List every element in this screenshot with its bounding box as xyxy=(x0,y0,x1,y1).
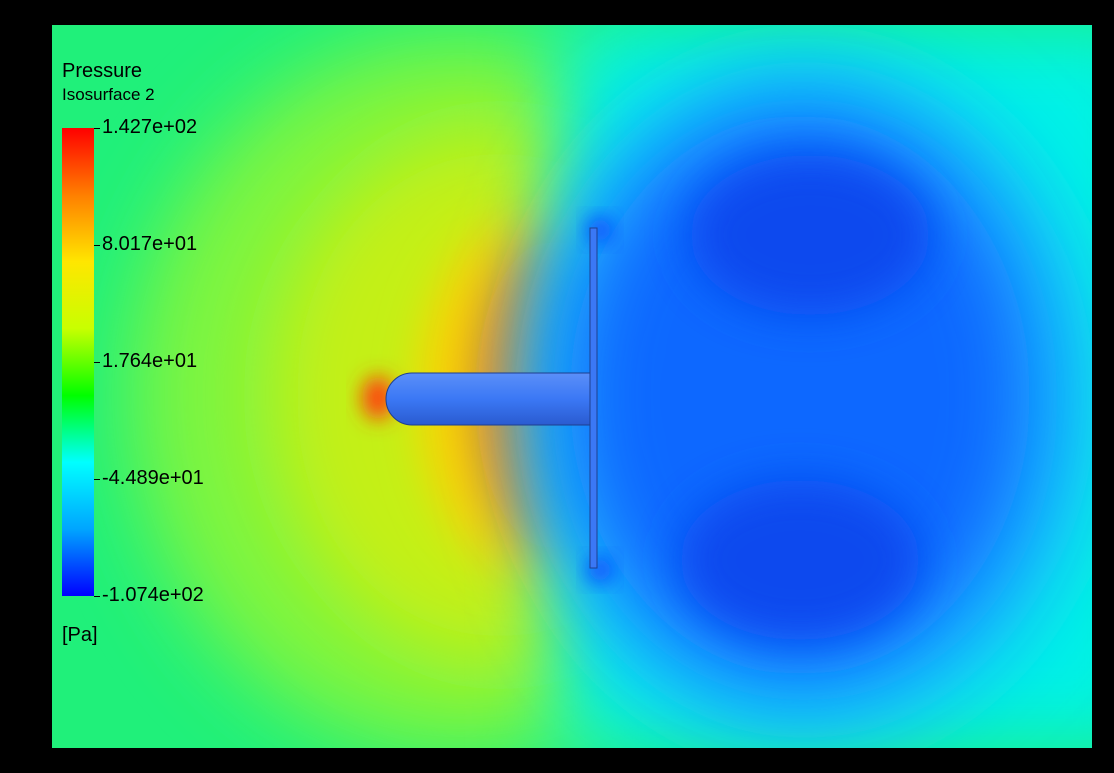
colorbar-tick-label: 1.427e+02 xyxy=(102,116,198,138)
rod-body xyxy=(385,372,593,426)
colorbar-tick-mark xyxy=(94,245,100,246)
nose-stagnation xyxy=(362,376,394,420)
legend-unit: [Pa] xyxy=(62,624,98,646)
colorbar-tick-mark xyxy=(94,596,100,597)
colorbar xyxy=(62,128,94,596)
colorbar-tick-mark xyxy=(94,479,100,481)
colorbar-tick-label: -4.489e+01 xyxy=(102,467,204,490)
colorbar-tick-label: 1.764e+01 xyxy=(102,350,198,373)
plate-body xyxy=(589,227,598,569)
colorbar-tick-label: -1.074e+02 xyxy=(102,584,204,606)
colorbar-tick-mark xyxy=(94,128,100,129)
wake-core-bottom xyxy=(680,480,920,640)
legend-title: Pressure xyxy=(62,60,143,82)
colorbar-tick-mark xyxy=(94,362,100,364)
wake-core-top xyxy=(690,155,930,315)
colorbar-tick-label: 8.017e+01 xyxy=(102,233,198,255)
legend-subtitle: Isosurface 2 xyxy=(62,85,155,104)
